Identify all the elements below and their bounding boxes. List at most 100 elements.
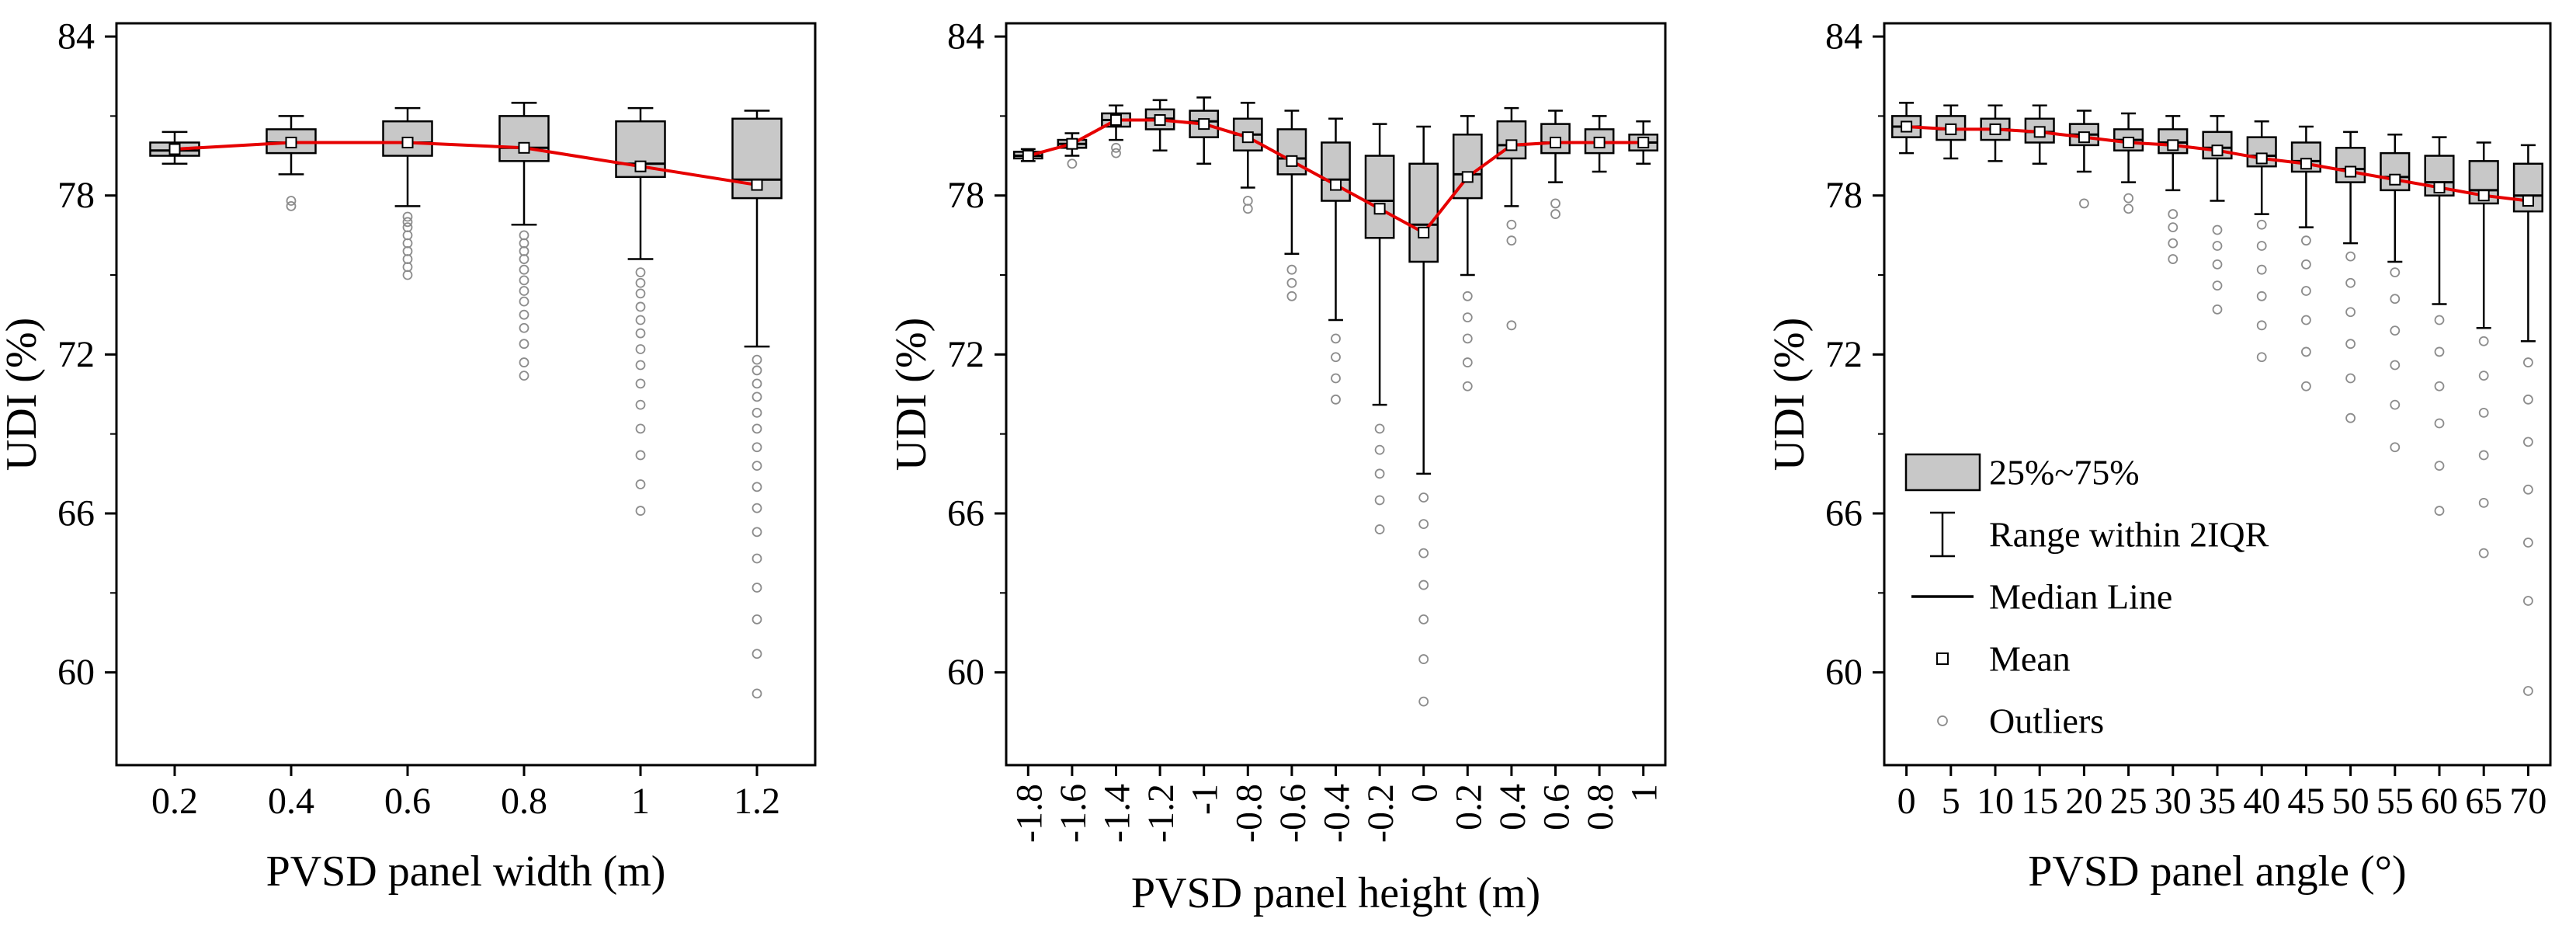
outlier-point xyxy=(286,196,297,206)
outlier-point xyxy=(1111,148,1121,158)
y-axis-tick-label: 66 xyxy=(947,492,984,534)
outlier-point xyxy=(519,275,529,286)
outlier-point xyxy=(752,503,762,513)
x-axis-tick-label: 0.4 xyxy=(1492,784,1533,830)
y-axis-tick-label: 84 xyxy=(1825,16,1863,57)
outlier-point xyxy=(635,301,646,312)
outlier-point xyxy=(2390,442,2401,453)
x-axis-tick-label: -1.2 xyxy=(1140,784,1182,843)
outlier-point xyxy=(519,286,529,296)
x-axis-tick-label: 0 xyxy=(1897,781,1916,822)
outlier-point xyxy=(2390,267,2401,278)
x-axis-tick-label: -0.4 xyxy=(1317,784,1358,843)
legend-label: Outliers xyxy=(1989,701,2104,741)
box xyxy=(1321,141,1351,202)
mean-marker xyxy=(1154,113,1166,126)
outlier-point xyxy=(2301,381,2311,391)
outlier-point xyxy=(2212,280,2223,291)
outlier-point xyxy=(2390,399,2401,410)
box xyxy=(1364,155,1395,239)
outlier-point xyxy=(2212,304,2223,315)
outlier-point xyxy=(2390,294,2401,304)
outlier-point xyxy=(635,344,646,354)
outlier-point xyxy=(2478,407,2489,418)
outlier-point xyxy=(1418,696,1429,707)
x-axis-tick-label: -1.4 xyxy=(1097,784,1138,843)
outlier-point xyxy=(752,583,762,593)
boxplot-height-svg: 60 66 72 78 84 -1.8 -1.6 -1.4 -1.2 -1 -0.8 -0.6 -0.4… xyxy=(887,16,1667,917)
outlier-point xyxy=(2523,357,2533,367)
outlier-point xyxy=(1418,519,1429,530)
outlier-point xyxy=(1462,357,1473,367)
outlier-point xyxy=(2345,412,2356,423)
outlier-point xyxy=(752,365,762,376)
x-axis-tick-label: 0.6 xyxy=(1536,784,1578,830)
outlier-point xyxy=(635,277,646,288)
outlier-point xyxy=(752,649,762,659)
y-axis-tick-label: 84 xyxy=(57,16,95,57)
outlier-point xyxy=(1286,264,1297,275)
outlier-point xyxy=(1286,291,1297,301)
box xyxy=(2380,151,2411,192)
box xyxy=(498,115,550,162)
outlier-point xyxy=(752,461,762,471)
mean-marker xyxy=(2211,144,2224,157)
x-axis-tick-label: 0.8 xyxy=(501,781,547,822)
y-axis-tick-label: 66 xyxy=(1825,492,1863,534)
outlier-point xyxy=(2212,241,2223,251)
mean-marker xyxy=(2167,139,2179,151)
y-axis-tick-label: 60 xyxy=(57,652,95,693)
boxplot-width-svg: 60 66 72 78 84 0.2 0.4 0.6 0.8 1 1.2 PVSD panel wid… xyxy=(0,16,817,896)
outlier-point xyxy=(519,357,529,367)
axis-frame xyxy=(115,22,817,767)
outlier-point xyxy=(635,450,646,461)
outlier-point xyxy=(2301,346,2311,357)
outlier-point xyxy=(635,288,646,299)
mean-marker xyxy=(285,136,297,148)
outlier-point xyxy=(2523,484,2533,495)
mean-marker xyxy=(1286,155,1298,167)
x-axis-tick-label: -1 xyxy=(1185,784,1226,815)
mean-marker xyxy=(2123,136,2135,148)
outlier-point xyxy=(2168,238,2178,249)
outlier-point xyxy=(635,399,646,410)
y-axis-tick-label: 66 xyxy=(57,492,95,534)
x-axis-tick-label: 1 xyxy=(631,781,650,822)
outlier-point xyxy=(635,479,646,489)
outlier-point xyxy=(402,211,413,222)
outlier-point xyxy=(2434,315,2445,325)
legend-label: Range within 2IQR xyxy=(1989,515,2269,555)
x-axis-tick-label: 65 xyxy=(2465,781,2502,822)
mean-marker xyxy=(1110,113,1122,126)
outlier-point xyxy=(2345,339,2356,350)
outlier-point xyxy=(2478,548,2489,558)
outlier-point xyxy=(1462,333,1473,344)
x-axis-tick-label: 35 xyxy=(2199,781,2236,822)
outlier-point xyxy=(635,328,646,339)
outlier-point xyxy=(519,322,529,333)
x-axis-tick-label: 0.4 xyxy=(268,781,314,822)
mean-marker xyxy=(1945,123,1957,135)
outlier-point xyxy=(2301,315,2311,325)
y-axis-tick-label: 84 xyxy=(947,16,984,57)
outlier-point xyxy=(2168,222,2178,233)
outlier-point xyxy=(1418,614,1429,625)
x-axis-tick-label: 25 xyxy=(2110,781,2147,822)
mean-marker xyxy=(2389,173,2401,186)
mean-marker xyxy=(1593,136,1606,148)
outlier-point xyxy=(752,407,762,418)
outlier-point xyxy=(2434,506,2445,516)
outlier-point xyxy=(2478,371,2489,381)
outlier-point xyxy=(2256,241,2267,251)
outlier-point xyxy=(2212,224,2223,235)
mean-marker xyxy=(751,179,763,191)
outlier-point xyxy=(752,614,762,625)
outlier-point xyxy=(2256,291,2267,301)
mean-marker xyxy=(168,143,181,155)
outlier-point xyxy=(2478,497,2489,508)
y-axis-tick-label: 60 xyxy=(1825,652,1863,693)
outlier-point xyxy=(1331,394,1341,405)
x-axis-tick-label: 30 xyxy=(2154,781,2192,822)
outlier-point xyxy=(519,264,529,275)
x-axis-tick-label: 10 xyxy=(1977,781,2014,822)
